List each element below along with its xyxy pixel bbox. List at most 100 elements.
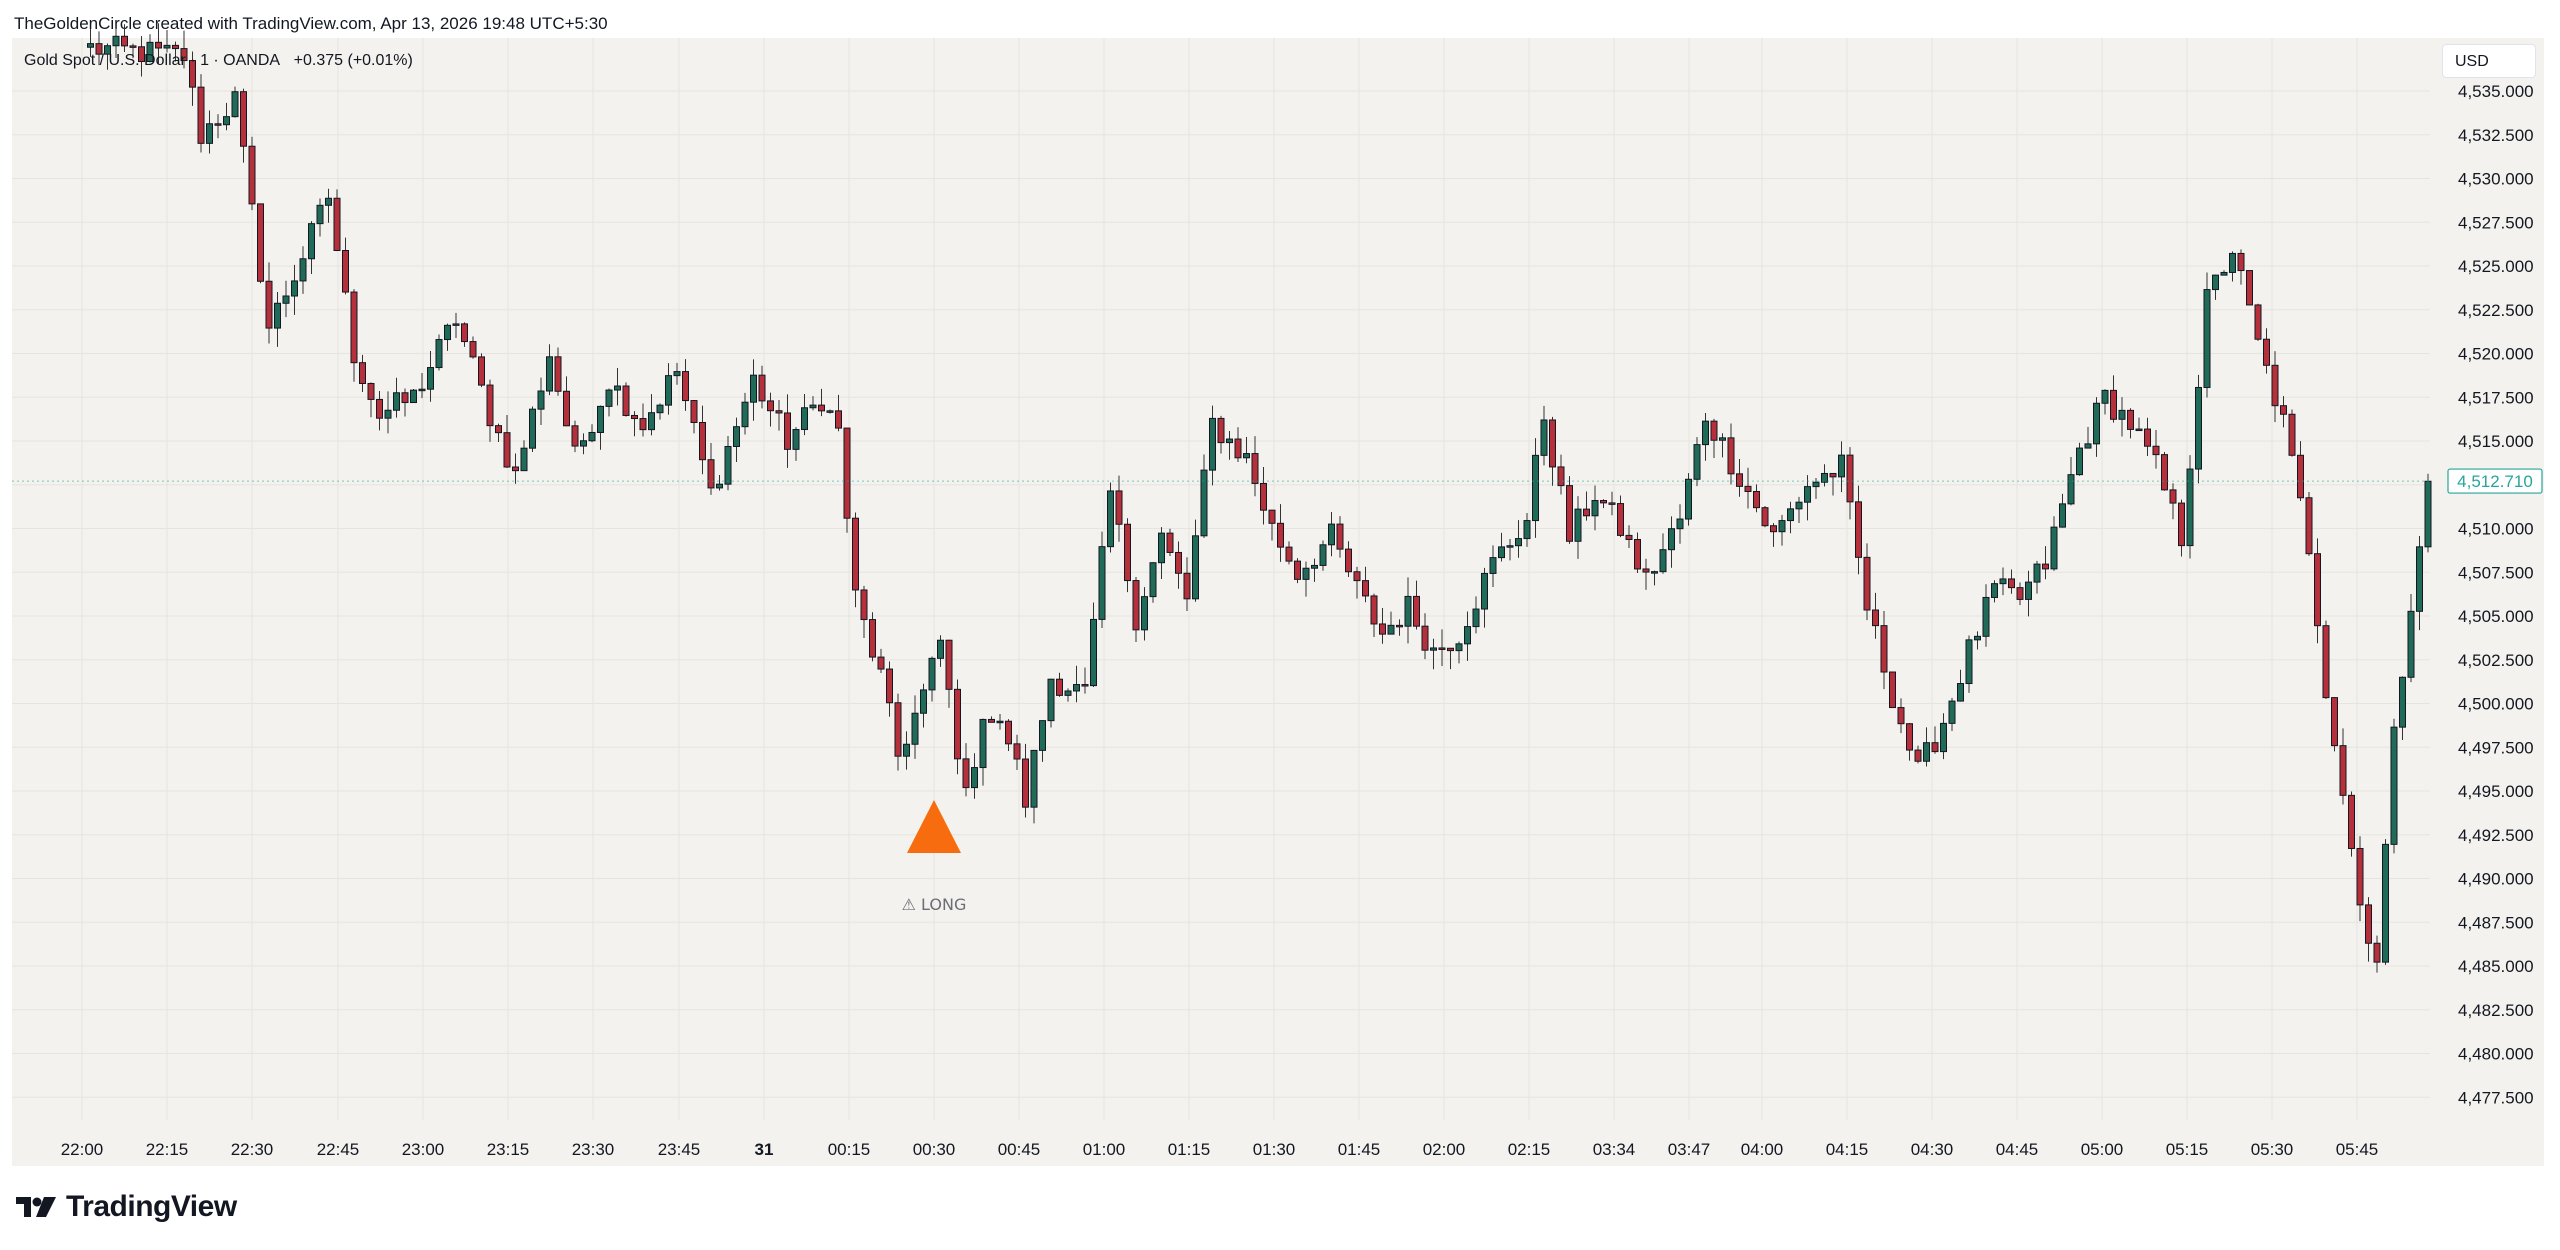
x-tick-label: 22:15 bbox=[146, 1140, 189, 1159]
plot-area[interactable] bbox=[12, 38, 2544, 1166]
candle-up bbox=[937, 639, 944, 659]
candle-down bbox=[469, 341, 477, 358]
candle-down bbox=[1124, 523, 1131, 582]
candle-down bbox=[699, 422, 706, 461]
candle-up bbox=[2025, 581, 2032, 600]
candle-up bbox=[716, 483, 723, 489]
candle-up bbox=[1659, 549, 1667, 573]
chart-attribution: TheGoldenCircle created with TradingView… bbox=[14, 14, 608, 33]
candle-up bbox=[231, 91, 239, 118]
candle-up bbox=[979, 718, 987, 769]
candle-up bbox=[87, 43, 94, 48]
candle-up bbox=[1506, 545, 1514, 548]
candle-down bbox=[945, 639, 953, 690]
candle-down bbox=[1914, 749, 1922, 762]
candle-up bbox=[2220, 271, 2228, 276]
candle-up bbox=[1515, 538, 1522, 547]
x-tick-label: 04:15 bbox=[1826, 1140, 1869, 1159]
candle-up bbox=[1804, 486, 1811, 503]
candle-down bbox=[1710, 420, 1718, 441]
candle-up bbox=[1047, 678, 1055, 722]
candle-down bbox=[512, 466, 519, 472]
y-tick-label: 4,502.500 bbox=[2458, 651, 2534, 670]
x-tick-label: 00:15 bbox=[828, 1140, 871, 1159]
y-tick-label: 4,535.000 bbox=[2458, 82, 2534, 101]
candle-down bbox=[1625, 534, 1633, 540]
candle-down bbox=[690, 400, 698, 424]
candle-down bbox=[2178, 502, 2185, 547]
x-tick-label: 03:47 bbox=[1668, 1140, 1711, 1159]
grid-lines bbox=[12, 38, 2430, 1120]
candle-down bbox=[1583, 508, 1590, 517]
candle-down bbox=[2169, 489, 2177, 504]
candle-up bbox=[1838, 454, 1845, 478]
candle-up bbox=[1090, 618, 1097, 687]
candle-up bbox=[546, 356, 553, 392]
candle-down bbox=[1931, 742, 1939, 753]
candle-down bbox=[1285, 546, 1293, 562]
candle-down bbox=[1736, 473, 1743, 487]
y-tick-label: 4,495.000 bbox=[2458, 782, 2534, 801]
candle-up bbox=[1778, 520, 1786, 533]
candle-down bbox=[1013, 743, 1021, 760]
candle-up bbox=[282, 295, 290, 304]
candle-down bbox=[554, 356, 562, 392]
candle-up bbox=[656, 404, 664, 414]
candle-up bbox=[1957, 683, 1964, 702]
candle-down bbox=[1175, 551, 1182, 574]
candle-up bbox=[1999, 578, 2007, 585]
candle-down bbox=[478, 356, 485, 386]
long-signal-label: ⚠ LONG bbox=[902, 895, 967, 914]
candle-down bbox=[1022, 758, 1029, 808]
candle-up bbox=[1030, 749, 1038, 808]
candle-down bbox=[1761, 507, 1769, 527]
candle-down bbox=[894, 702, 902, 757]
candle-down bbox=[2042, 563, 2049, 570]
candle-up bbox=[801, 407, 808, 431]
y-tick-label: 4,492.500 bbox=[2458, 826, 2534, 845]
currency-selector[interactable]: USD bbox=[2442, 44, 2536, 78]
candle-up bbox=[1302, 567, 1310, 580]
candle-down bbox=[1438, 647, 1446, 650]
candle-up bbox=[903, 743, 910, 757]
candle-up bbox=[2135, 428, 2143, 432]
x-tick-label: 01:00 bbox=[1083, 1140, 1126, 1159]
candle-down bbox=[1294, 560, 1301, 580]
y-tick-label: 4,527.500 bbox=[2458, 213, 2534, 232]
x-tick-label: 23:45 bbox=[658, 1140, 701, 1159]
candle-down bbox=[1642, 568, 1650, 573]
y-tick-label: 4,477.500 bbox=[2458, 1088, 2534, 1107]
candle-up bbox=[2416, 546, 2423, 612]
candle-down bbox=[1549, 419, 1556, 468]
candle-up bbox=[1948, 700, 1956, 724]
candle-down bbox=[265, 280, 273, 329]
candle-up bbox=[1464, 626, 1471, 645]
candle-down bbox=[1183, 572, 1191, 600]
candle-up bbox=[299, 258, 307, 282]
candle-up bbox=[1064, 690, 1072, 696]
candle-down bbox=[631, 414, 638, 420]
candle-up bbox=[665, 375, 672, 406]
x-tick-label: 23:15 bbox=[487, 1140, 530, 1159]
candle-down bbox=[350, 291, 358, 364]
candle-up bbox=[316, 204, 324, 225]
candle-down bbox=[1566, 485, 1573, 542]
candle-up bbox=[1489, 557, 1497, 574]
tradingview-logo: TradingView bbox=[14, 1190, 237, 1224]
candle-up bbox=[1149, 562, 1157, 598]
candle-down bbox=[367, 382, 375, 400]
x-tick-label: 01:30 bbox=[1253, 1140, 1296, 1159]
candle-up bbox=[1787, 508, 1794, 522]
candle-up bbox=[1702, 420, 1709, 446]
candle-up bbox=[2118, 409, 2126, 420]
candle-up bbox=[1243, 453, 1250, 459]
candle-down bbox=[401, 392, 409, 404]
candle-up bbox=[809, 404, 817, 409]
price-axis[interactable]: 4,535.000 4,532.500 4,530.000 4,527.500 4,52… bbox=[12, 82, 2543, 1107]
candle-down bbox=[1234, 438, 1242, 459]
x-tick-label: 22:00 bbox=[61, 1140, 104, 1159]
candle-down bbox=[2016, 587, 2024, 600]
last-price-label: 4,512.710 bbox=[2457, 472, 2533, 491]
time-axis[interactable]: 22:00 22:15 22:30 22:45 23:00 23:15 23:30 23:45… bbox=[61, 1140, 2379, 1159]
